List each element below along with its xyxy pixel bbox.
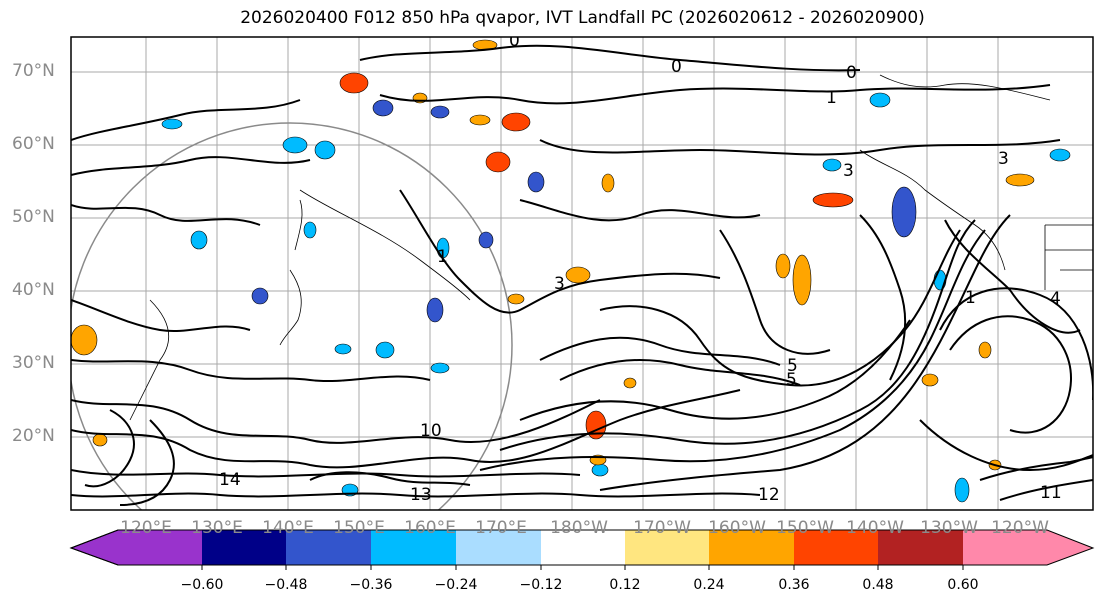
colorbar-tick-label: 0.60 bbox=[947, 577, 979, 593]
lon-label: 140°W bbox=[846, 518, 904, 538]
contour-label: 11 bbox=[1040, 483, 1062, 503]
range-circle bbox=[71, 122, 513, 510]
contour-label: 5 bbox=[786, 370, 797, 390]
contour-label: 0 bbox=[509, 31, 520, 51]
lon-label: 130°E bbox=[191, 518, 243, 538]
colorbar-segment bbox=[118, 530, 202, 565]
contour-label: 1 bbox=[965, 288, 976, 308]
colorbar-segment bbox=[878, 530, 963, 565]
lat-label: 50°N bbox=[12, 207, 55, 227]
contour-label: 12 bbox=[758, 485, 780, 505]
contour-label: 10 bbox=[420, 421, 442, 441]
colorbar-tick-label: 0.24 bbox=[693, 577, 725, 593]
colorbar-tick-label: 0.36 bbox=[778, 577, 810, 593]
lon-label: 170°E bbox=[475, 518, 527, 538]
contour-label: 3 bbox=[843, 161, 854, 181]
colorbar bbox=[69, 529, 1095, 570]
colorbar-tick-label: −0.12 bbox=[519, 577, 563, 593]
lat-label: 20°N bbox=[12, 426, 55, 446]
coastlines bbox=[129, 74, 1093, 421]
negative-anomalies bbox=[161, 92, 1071, 503]
lon-label: 120°W bbox=[991, 518, 1049, 538]
colorbar-tick-label: −0.36 bbox=[349, 577, 393, 593]
lon-label: 130°W bbox=[920, 518, 978, 538]
contour-label: 0 bbox=[846, 63, 857, 83]
contour-label: 14 bbox=[219, 470, 241, 490]
lon-label: 180°W bbox=[550, 518, 608, 538]
colorbar-tick-label: 0.48 bbox=[862, 577, 894, 593]
lon-label: 170°W bbox=[633, 518, 691, 538]
lon-label: 150°W bbox=[776, 518, 834, 538]
contour-label: 3 bbox=[554, 274, 565, 294]
map-frame bbox=[70, 36, 1094, 511]
contour-label: 0 bbox=[671, 57, 682, 77]
lat-label: 60°N bbox=[12, 134, 55, 154]
colorbar-segment bbox=[625, 530, 709, 565]
colorbar-segment bbox=[286, 530, 371, 565]
colorbar-segment bbox=[371, 530, 456, 565]
contour-label: 13 bbox=[410, 485, 432, 505]
lat-label: 30°N bbox=[12, 353, 55, 373]
lon-label: 120°E bbox=[120, 518, 172, 538]
colorbar-tick-label: −0.24 bbox=[434, 577, 478, 593]
colorbar-segment bbox=[456, 530, 541, 565]
colorbar-segment bbox=[794, 530, 878, 565]
contour-label: 3 bbox=[998, 149, 1009, 169]
lon-label: 150°E bbox=[333, 518, 385, 538]
lon-label: 160°W bbox=[708, 518, 766, 538]
colorbar-segment bbox=[709, 530, 794, 565]
contour-label: 1 bbox=[437, 247, 448, 267]
contour-labels: 0 0 0 1 1 1 3 3 3 4 5 5 10 11 13 14 12 bbox=[219, 31, 1062, 505]
colorbar-segment bbox=[963, 530, 1093, 565]
colorbar-segment bbox=[202, 530, 286, 565]
colorbar-tick-label: 0.12 bbox=[609, 577, 641, 593]
contour-label: 4 bbox=[1050, 289, 1061, 309]
colorbar-segment bbox=[541, 530, 625, 565]
lon-label: 160°E bbox=[404, 518, 456, 538]
map-title: 2026020400 F012 850 hPa qvapor, IVT Land… bbox=[240, 8, 925, 28]
colorbar-tick-label: −0.48 bbox=[264, 577, 308, 593]
contour-label: 5 bbox=[787, 356, 798, 376]
contour-label: 1 bbox=[826, 88, 837, 108]
colorbar-tick-label: −0.60 bbox=[180, 577, 224, 593]
colorbar-outline bbox=[69, 529, 1095, 566]
ivt-contours bbox=[71, 44, 1093, 506]
lon-label: 140°E bbox=[262, 518, 314, 538]
lat-label: 40°N bbox=[12, 280, 55, 300]
colorbar-ticks bbox=[201, 565, 964, 570]
lat-label: 70°N bbox=[12, 61, 55, 81]
